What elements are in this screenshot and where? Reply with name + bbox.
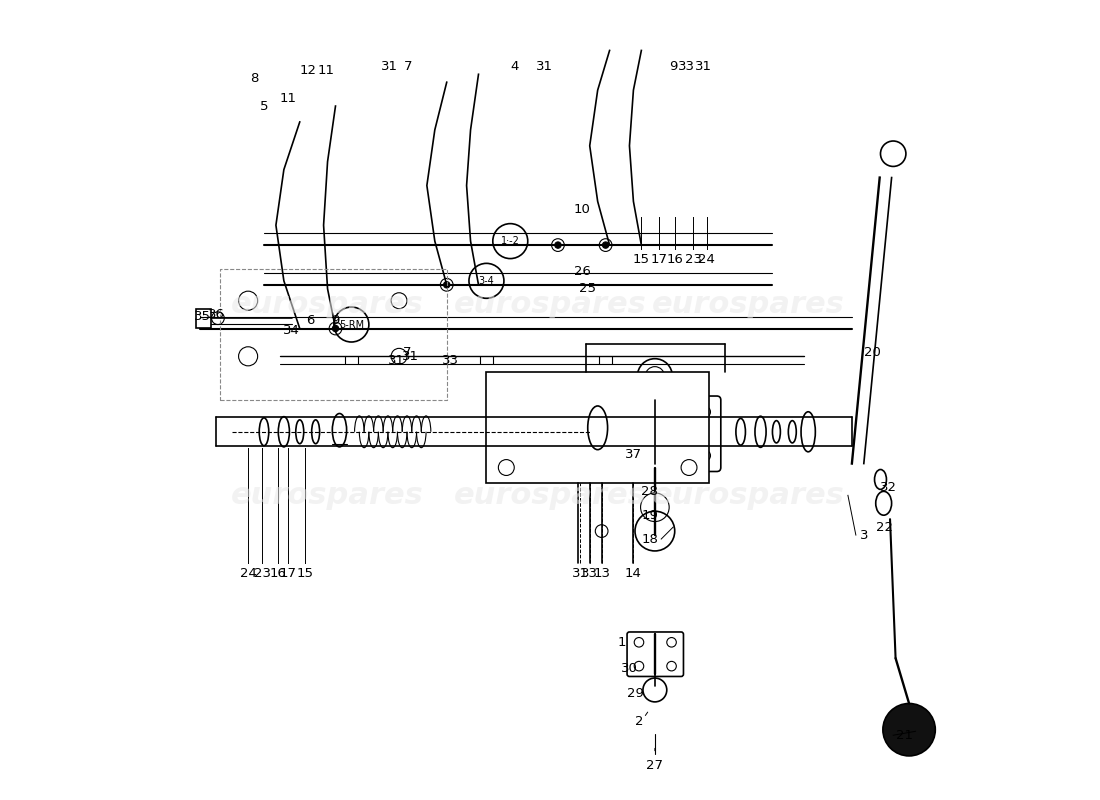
Text: 31: 31 — [402, 350, 419, 363]
Text: eurospares: eurospares — [652, 290, 845, 319]
Text: 22: 22 — [876, 521, 893, 534]
Text: 18: 18 — [641, 533, 658, 546]
Text: 27: 27 — [647, 759, 663, 772]
Text: 17: 17 — [279, 567, 296, 580]
Text: 24: 24 — [240, 567, 256, 580]
Text: 37: 37 — [625, 447, 642, 461]
Text: eurospares: eurospares — [453, 290, 647, 319]
Text: eurospares: eurospares — [453, 481, 647, 510]
Text: 13: 13 — [593, 567, 611, 580]
Text: 32: 32 — [880, 481, 896, 494]
Text: 31: 31 — [572, 567, 588, 580]
Text: 6: 6 — [306, 314, 315, 327]
Text: 29: 29 — [627, 687, 644, 701]
Circle shape — [332, 326, 339, 332]
Text: 8: 8 — [251, 72, 258, 85]
Text: 33: 33 — [678, 60, 695, 73]
Text: 3: 3 — [860, 529, 868, 542]
Text: 10: 10 — [574, 203, 591, 216]
Circle shape — [883, 703, 935, 756]
Text: 16: 16 — [270, 567, 286, 580]
Text: eurospares: eurospares — [652, 481, 845, 510]
Text: 7: 7 — [403, 346, 411, 359]
Text: 12: 12 — [300, 64, 317, 77]
Text: 23: 23 — [254, 567, 271, 580]
Text: 26: 26 — [574, 265, 591, 278]
Text: 1: 1 — [617, 636, 626, 649]
Text: 11: 11 — [279, 92, 296, 105]
Text: 25: 25 — [579, 282, 595, 295]
Text: 20: 20 — [864, 346, 881, 359]
Text: 14: 14 — [625, 567, 642, 580]
Text: 36: 36 — [208, 308, 224, 321]
Text: 4: 4 — [510, 60, 518, 73]
Text: 3-4: 3-4 — [478, 276, 494, 286]
Text: 31: 31 — [536, 60, 553, 73]
Text: 31: 31 — [388, 354, 405, 366]
Text: 21: 21 — [895, 729, 913, 742]
Text: 2: 2 — [635, 715, 643, 728]
Circle shape — [880, 141, 906, 166]
FancyBboxPatch shape — [590, 396, 720, 471]
Text: 17: 17 — [650, 253, 668, 266]
Text: 31: 31 — [695, 60, 712, 73]
Circle shape — [443, 282, 450, 288]
Circle shape — [603, 242, 608, 248]
FancyBboxPatch shape — [627, 632, 683, 677]
Bar — [486, 372, 708, 483]
Text: 5: 5 — [260, 99, 268, 113]
Text: 7: 7 — [405, 60, 412, 73]
Text: 31: 31 — [381, 60, 398, 73]
Text: 34: 34 — [284, 323, 300, 337]
Text: eurospares: eurospares — [231, 290, 424, 319]
Circle shape — [554, 242, 561, 248]
Circle shape — [644, 678, 667, 702]
Text: 28: 28 — [641, 485, 658, 498]
Bar — [197, 309, 211, 329]
Text: 15: 15 — [297, 567, 313, 580]
Text: 30: 30 — [621, 662, 638, 675]
Text: 9: 9 — [331, 314, 340, 327]
Text: 19: 19 — [641, 509, 658, 522]
Text: 33: 33 — [581, 567, 598, 580]
Text: 35: 35 — [194, 310, 210, 323]
Text: eurospares: eurospares — [231, 481, 424, 510]
Text: 16: 16 — [667, 253, 683, 266]
Text: 5-RM: 5-RM — [339, 319, 364, 330]
Text: 33: 33 — [442, 354, 459, 366]
Text: 1·-2: 1·-2 — [500, 236, 519, 246]
Text: 15: 15 — [632, 253, 649, 266]
Text: 11: 11 — [318, 64, 334, 77]
Text: 23: 23 — [684, 253, 702, 266]
Text: 24: 24 — [698, 253, 715, 266]
Text: 9: 9 — [669, 60, 678, 73]
